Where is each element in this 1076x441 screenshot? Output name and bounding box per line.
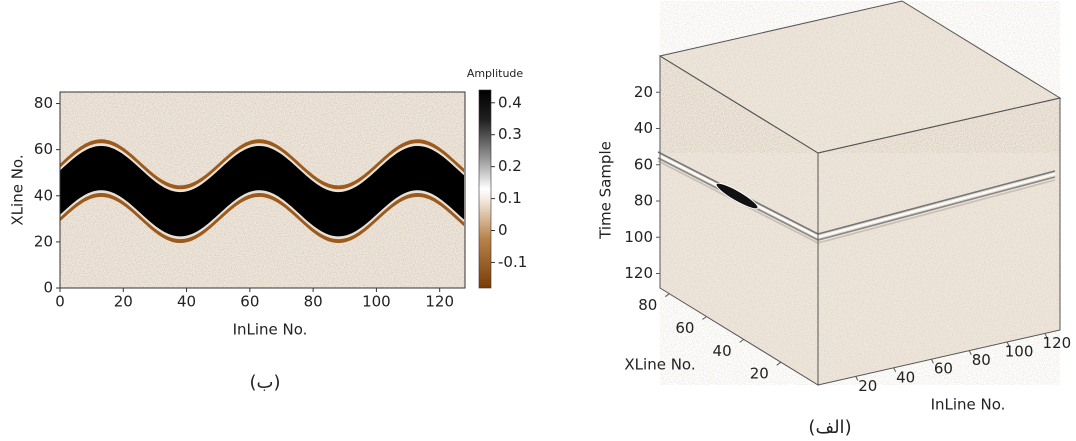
y-tick-label: 60	[34, 140, 53, 158]
x-tick-label: 20	[858, 377, 877, 395]
x-tick	[893, 367, 897, 373]
x-tick-label: 20	[114, 293, 133, 311]
colorbar-tick-label: 0	[498, 221, 508, 239]
x-axis-label: InLine No.	[931, 396, 1006, 414]
heatmap-panel: 0 20 40 60 80 100 120 0 20 40 60 80 InLine No. XLine …	[9, 67, 528, 393]
face-top-speckle	[660, 1, 1060, 153]
x-tick	[930, 358, 934, 364]
x-tick-label: 100	[1005, 343, 1034, 361]
face-top-edge	[658, 0, 1062, 154]
y-tick-label: 40	[34, 186, 53, 204]
colorbar-tick-label: 0.4	[498, 93, 522, 111]
colorbar-tick-label: -0.1	[498, 253, 527, 271]
y-tick	[664, 293, 670, 298]
x-tick-label: 120	[425, 293, 454, 311]
reflector-band	[60, 145, 464, 237]
y-tick-label: 80	[638, 296, 657, 314]
y-tick-label: 0	[43, 279, 53, 297]
face-left-speckle	[660, 56, 818, 385]
z-tick-label: 40	[634, 119, 653, 137]
y-axis-label: XLine No.	[624, 356, 695, 374]
colorbar-tick-label: 0.2	[498, 157, 522, 175]
x-tick-label: 100	[362, 293, 391, 311]
x-tick-label: 80	[304, 293, 323, 311]
y-tick	[776, 361, 782, 366]
caption: (الف)	[808, 417, 851, 438]
y-axis-label: XLine No.	[9, 154, 27, 225]
x-tick	[1044, 333, 1048, 338]
y-tick-label: 40	[713, 342, 732, 360]
x-tick-label: 120	[1043, 334, 1072, 352]
y-tick-label: 20	[750, 365, 769, 383]
x-tick	[855, 376, 859, 381]
x-tick-label: 80	[972, 351, 991, 369]
z-tick-label: 60	[634, 155, 653, 173]
x-tick-label: 60	[934, 360, 953, 378]
x-tick-label: 0	[55, 293, 65, 311]
x-tick-label: 60	[240, 293, 259, 311]
z-tick-label: 20	[634, 83, 653, 101]
z-tick-label: 120	[624, 264, 653, 282]
z-axis-label: Time Sample	[597, 141, 615, 240]
z-tick-label: 100	[624, 228, 653, 246]
colorbar-tick-label: 0.1	[498, 189, 522, 207]
colorbar-tick-label: 0.3	[498, 125, 522, 143]
x-tick	[968, 350, 972, 355]
colorbar	[478, 89, 492, 289]
y-tick-label: 80	[34, 94, 53, 112]
cube-panel: 20 40 60 80 100 120 20 40 60 80 20 40 60 80 100 120 Time…	[597, 0, 1072, 438]
x-axis-label: InLine No.	[233, 321, 308, 339]
z-tick-label: 80	[634, 192, 653, 210]
y-tick	[702, 316, 707, 320]
y-tick-label: 20	[34, 232, 53, 250]
x-tick-label: 40	[896, 368, 915, 386]
face-right-speckle	[818, 98, 1060, 385]
caption: (ب)	[249, 372, 280, 393]
colorbar-title: Amplitude	[467, 67, 524, 80]
x-tick-label: 40	[177, 293, 196, 311]
x-tick	[1006, 341, 1010, 347]
y-tick-label: 60	[675, 319, 694, 337]
plot-frame	[59, 91, 466, 289]
anomaly	[715, 182, 759, 210]
y-tick	[739, 338, 744, 343]
